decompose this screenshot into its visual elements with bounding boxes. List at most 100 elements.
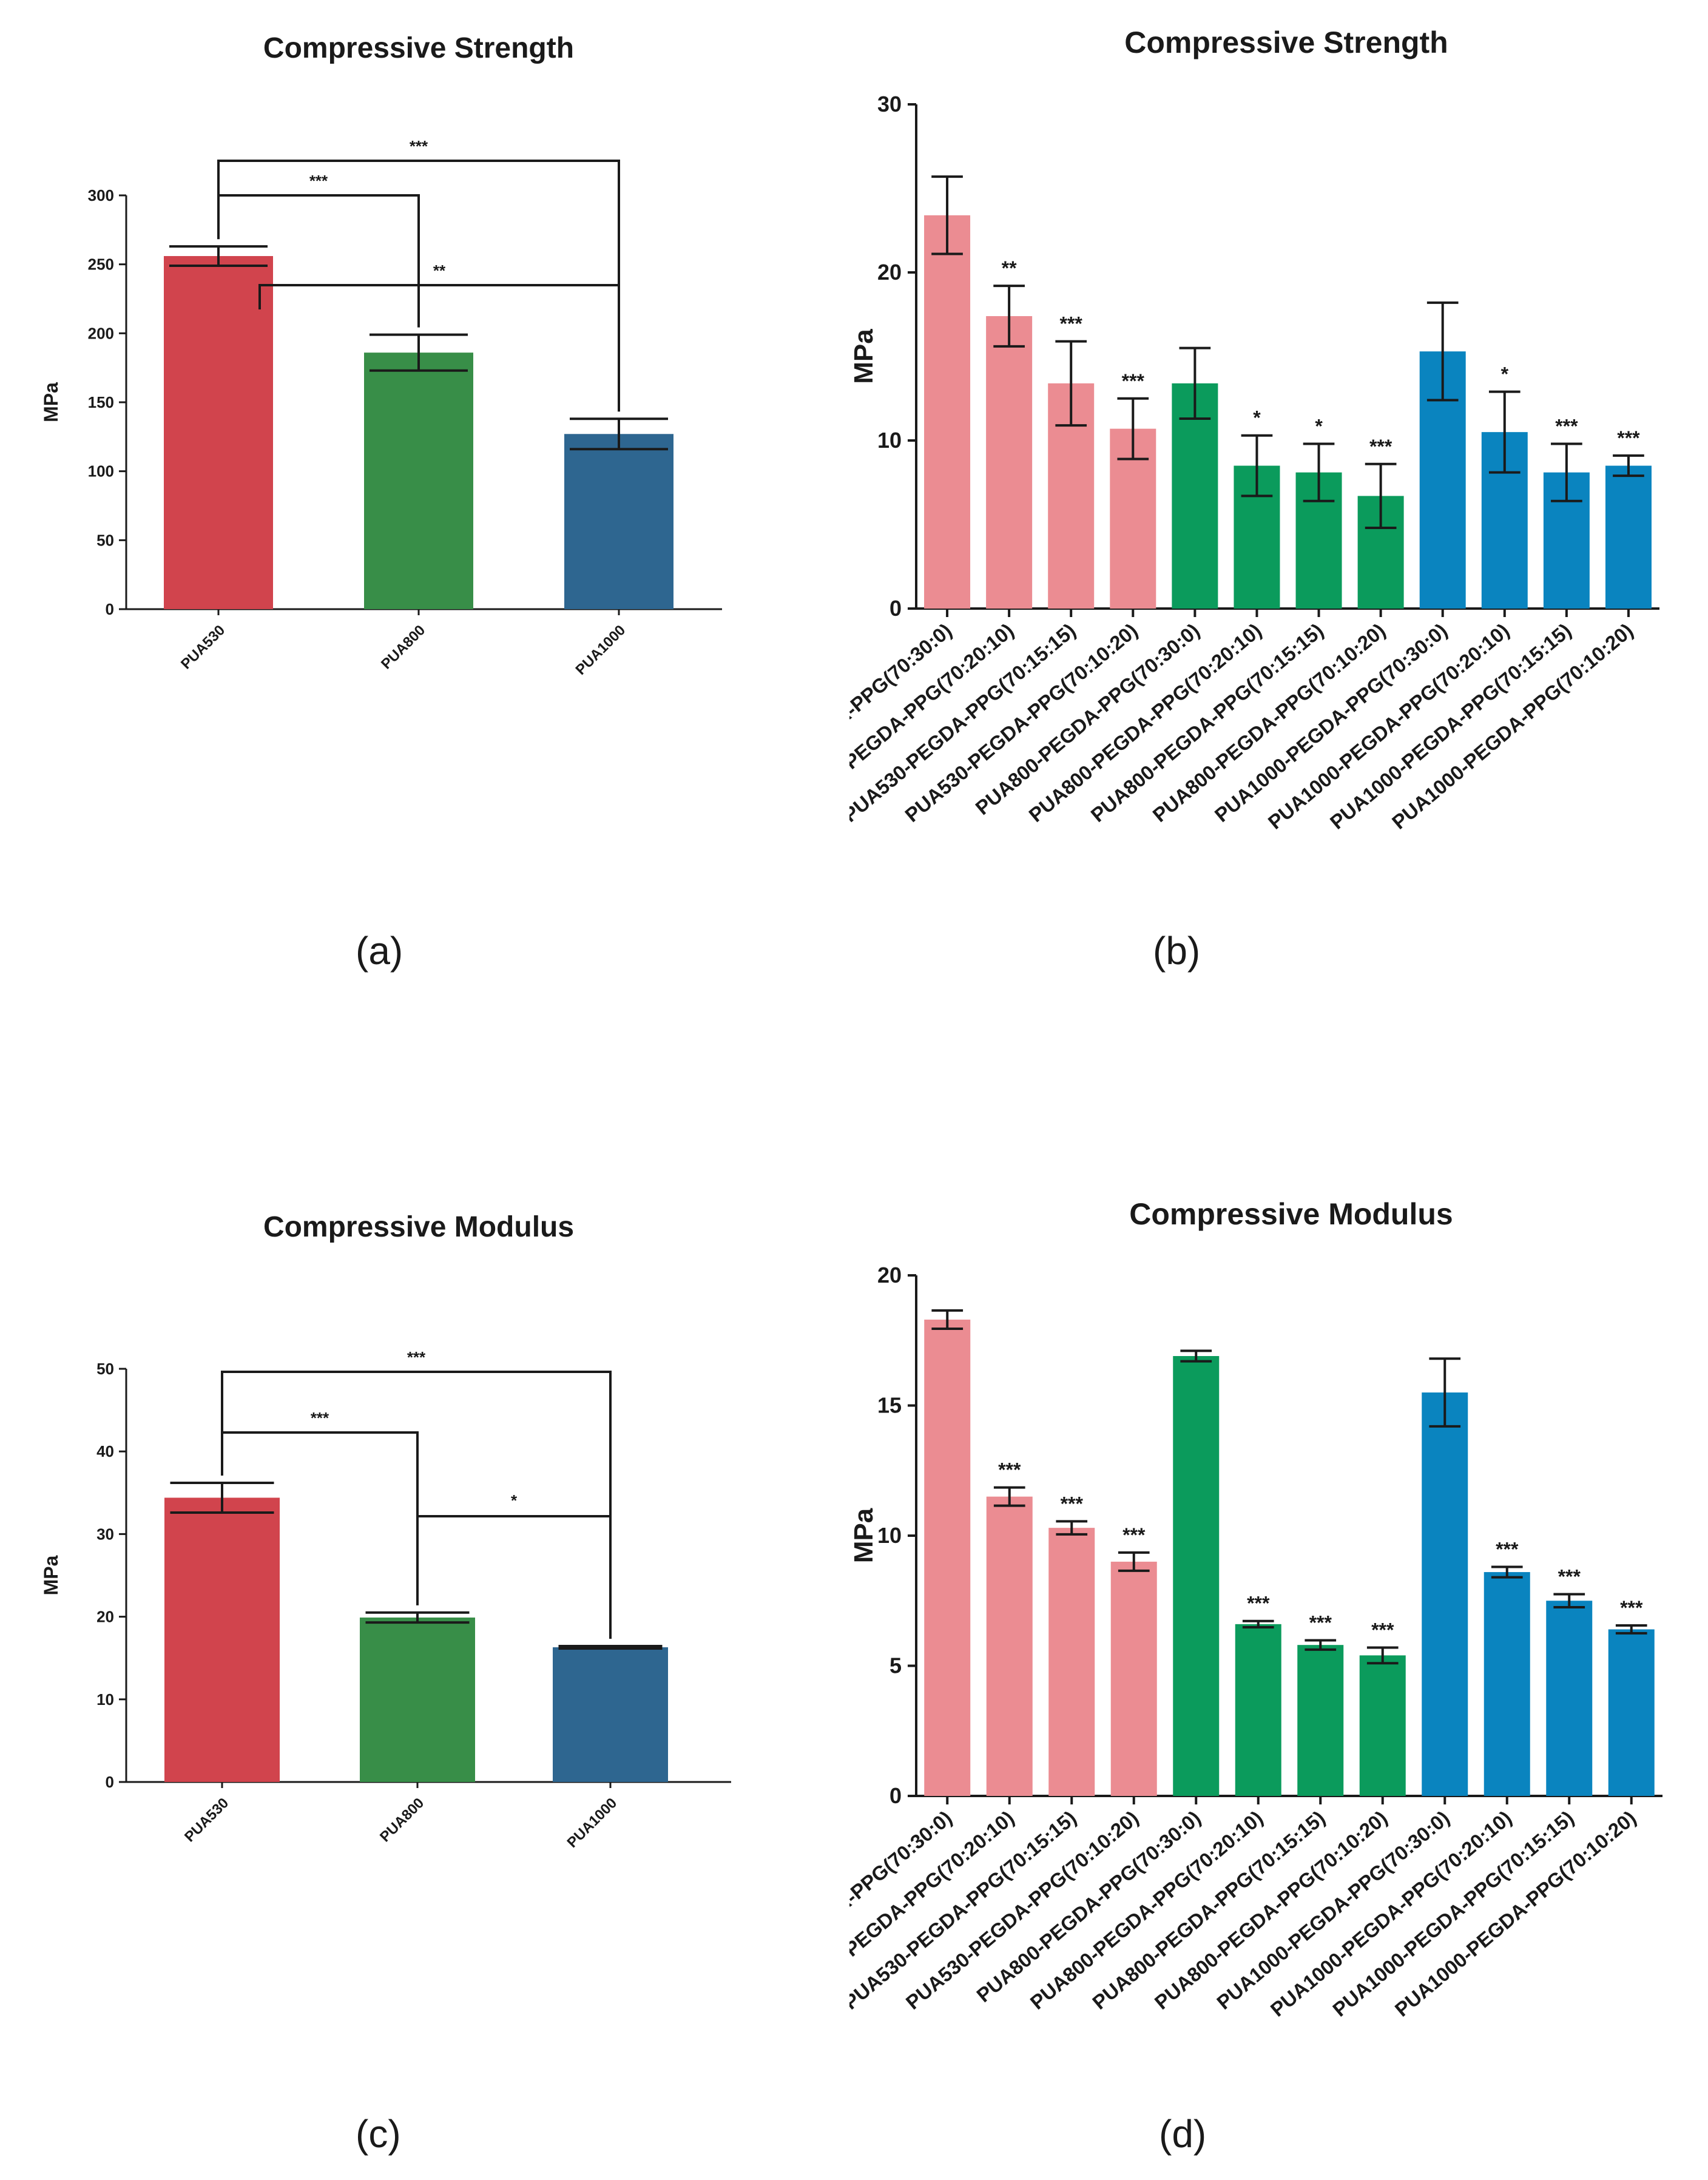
significance-label: *** <box>1060 313 1083 335</box>
bar <box>924 215 971 609</box>
y-tick-label: 20 <box>877 1263 902 1287</box>
bar <box>1235 1624 1281 1796</box>
significance-label: *** <box>1061 1493 1084 1514</box>
x-tick-label: PUA1000 <box>564 1795 621 1851</box>
panel-c: Compressive Modulus MPa 0 10 20 30 40 50 PUA530 P… <box>0 1171 849 2180</box>
y-tick-label: 150 <box>88 393 114 411</box>
x-tick-label: PUA1000 <box>573 622 629 678</box>
bracket-label: *** <box>309 172 328 190</box>
x-tick-label: PUA800-PEGDA-PPG(70:30:0) <box>972 1806 1204 2006</box>
y-tick-label: 0 <box>106 600 114 618</box>
bar <box>1048 1528 1095 1796</box>
y-tick-label: 0 <box>889 596 902 621</box>
bar <box>1546 1601 1593 1796</box>
significance-label: *** <box>1122 370 1145 392</box>
y-tick-label: 40 <box>96 1442 114 1460</box>
panel-a: Compressive Strength MPa 0 50 100 150 200 250 30… <box>0 0 849 1092</box>
x-tick-label: PUA800-PEGDA-PPG(70:30:0) <box>971 619 1203 819</box>
y-axis-label: MPa <box>40 382 62 422</box>
y-tick-label: 30 <box>877 92 902 116</box>
x-tick-label: PUA530 <box>181 1795 232 1845</box>
significance-bracket <box>221 1371 612 1639</box>
bar <box>364 353 473 609</box>
bracket-label: *** <box>407 1348 426 1366</box>
bar <box>1297 1645 1344 1796</box>
significance-label: *** <box>1122 1524 1146 1546</box>
x-tick-label: PUA800 <box>378 622 428 672</box>
significance-label: *** <box>1371 1619 1394 1641</box>
significance-label: *** <box>1558 1566 1581 1588</box>
significance-label: *** <box>1620 1597 1643 1619</box>
y-tick-label: 20 <box>877 260 902 285</box>
y-tick-label: 20 <box>96 1608 114 1626</box>
chart-title: Compressive Modulus <box>263 1211 574 1243</box>
significance-label: *** <box>1555 416 1578 437</box>
y-tick-label: 0 <box>106 1773 114 1791</box>
bar <box>986 316 1033 609</box>
bar <box>1172 383 1218 609</box>
bar <box>360 1617 475 1782</box>
bar <box>986 1496 1033 1796</box>
chart-a: Compressive Strength MPa 0 50 100 150 200 250 30… <box>40 32 722 678</box>
y-tick-label: 200 <box>88 324 114 342</box>
y-tick-label: 50 <box>96 1360 114 1378</box>
y-axis-label: MPa <box>40 1555 62 1595</box>
bar <box>924 1319 971 1796</box>
significance-label: * <box>1315 416 1323 437</box>
panel-label-d: (d) <box>1159 2112 1207 2156</box>
significance-label: *** <box>1309 1611 1332 1633</box>
y-axis-label: MPa <box>849 1508 879 1563</box>
chart-title: Compressive Modulus <box>1129 1197 1453 1231</box>
chart-d: Compressive ModulusMPa05101520PUA530-PEG… <box>849 1197 1662 2021</box>
bracket-label: ** <box>433 262 446 280</box>
y-tick-label: 10 <box>96 1690 114 1709</box>
significance-label: ** <box>1002 257 1017 279</box>
significance-bracket <box>258 284 620 412</box>
x-tick-label: PUA800 <box>377 1795 427 1845</box>
y-tick-label: 10 <box>877 428 902 453</box>
bar <box>1359 1655 1406 1796</box>
bar <box>1173 1355 1220 1796</box>
bar <box>164 1497 280 1782</box>
y-tick-label: 300 <box>88 186 114 204</box>
bracket-label: *** <box>311 1409 329 1427</box>
significance-label: *** <box>1369 436 1392 457</box>
y-tick-label: 5 <box>889 1653 902 1678</box>
panel-label-c: (c) <box>356 2112 401 2156</box>
significance-label: *** <box>1496 1538 1519 1560</box>
chart-b: Compressive StrengthMPa0102030PUA530-PEG… <box>849 25 1659 834</box>
bar <box>1605 465 1652 609</box>
bar <box>164 256 273 609</box>
significance-label: *** <box>1247 1593 1270 1615</box>
chart-title: Compressive Strength <box>263 32 574 64</box>
panel-label-b: (b) <box>1153 929 1201 973</box>
chart-c: Compressive Modulus MPa 0 10 20 30 40 50 PUA530 P… <box>40 1211 731 1851</box>
significance-label: *** <box>1617 427 1640 449</box>
y-tick-label: 0 <box>889 1783 902 1808</box>
y-tick-label: 10 <box>877 1523 902 1548</box>
bar <box>1422 1392 1468 1796</box>
y-tick-label: 250 <box>88 255 114 274</box>
bracket-label: *** <box>410 137 428 155</box>
significance-label: * <box>1501 363 1509 385</box>
panel-d: Compressive Modulus MPa 0 5 10 15 20 PUA530-PEG… <box>849 1171 1708 2180</box>
panel-b: Compressive Strength MPa 0 10 20 30 PUA530-PEG… <box>849 0 1708 1092</box>
bar <box>564 434 673 609</box>
bar <box>1110 1561 1157 1796</box>
significance-label: *** <box>998 1459 1021 1481</box>
significance-bracket <box>416 1515 612 1639</box>
bar <box>1484 1572 1530 1796</box>
y-tick-label: 30 <box>96 1525 114 1543</box>
y-tick-label: 15 <box>877 1393 902 1418</box>
y-tick-label: 50 <box>96 531 114 549</box>
bar <box>1608 1629 1655 1796</box>
significance-label: * <box>1253 407 1261 429</box>
bar <box>553 1647 668 1782</box>
y-axis-label: MPa <box>849 329 879 384</box>
panel-label-a: (a) <box>356 929 403 973</box>
significance-bracket <box>217 194 420 328</box>
x-tick-label: PUA530 <box>178 622 228 672</box>
chart-title: Compressive Strength <box>1124 25 1448 59</box>
y-tick-label: 100 <box>88 462 114 481</box>
bracket-label: * <box>511 1491 518 1510</box>
